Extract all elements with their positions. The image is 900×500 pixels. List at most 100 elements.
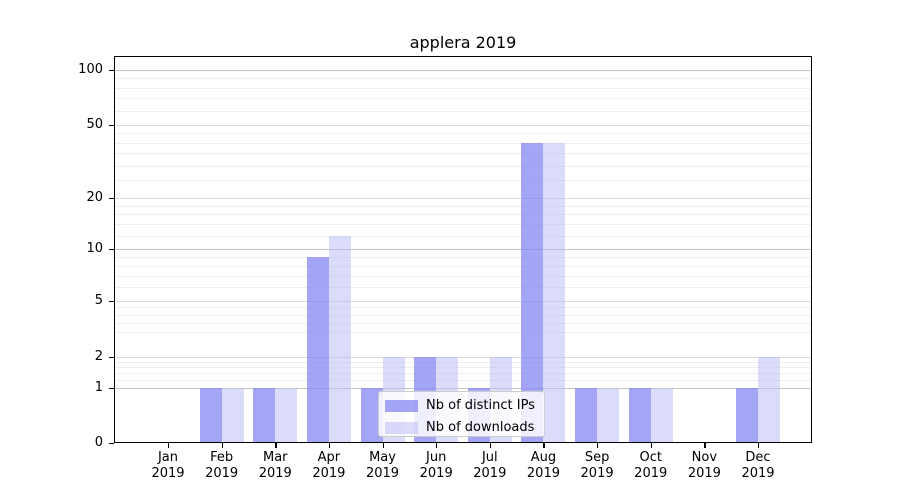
y-tick-label: 100 <box>78 62 103 77</box>
y-tick <box>109 301 114 303</box>
bar-downloads <box>650 388 673 443</box>
x-label-year: 2019 <box>634 466 668 481</box>
x-label-month: Apr <box>317 450 341 465</box>
x-tick <box>650 443 653 448</box>
x-tick <box>168 443 170 448</box>
x-label-month: Jan <box>157 450 179 465</box>
y-tick <box>109 198 114 200</box>
y-tick <box>109 388 114 390</box>
x-label-month: Dec <box>745 450 771 465</box>
x-label-month: Jun <box>426 450 447 465</box>
x-label-year: 2019 <box>205 466 239 481</box>
x-tick <box>436 443 438 448</box>
gridline-minor <box>114 180 812 182</box>
x-label-month: Oct <box>639 450 662 465</box>
bar-distinct-ips <box>199 388 222 443</box>
gridline-minor <box>114 379 812 381</box>
legend: Nb of distinct IPs Nb of downloads <box>378 391 545 437</box>
x-label-year: 2019 <box>419 466 453 481</box>
x-tick-label: May 2019 <box>351 450 415 482</box>
x-tick-label: Oct 2019 <box>619 450 683 482</box>
bar-distinct-ips <box>306 256 329 443</box>
x-label-year: 2019 <box>258 466 292 481</box>
gridline-minor <box>114 133 812 135</box>
y-tick-label: 5 <box>94 293 103 308</box>
gridline-minor <box>114 224 812 226</box>
y-tick <box>109 70 114 72</box>
bar-distinct-ips <box>360 388 383 443</box>
y-tick-label: 20 <box>86 190 103 205</box>
x-label-month: Sep <box>584 450 610 465</box>
gridline-minor <box>114 98 812 100</box>
gridline-major <box>114 388 812 389</box>
x-label-month: Mar <box>263 450 288 465</box>
y-tick <box>109 249 114 251</box>
bar-downloads <box>758 357 780 443</box>
bar-downloads <box>597 388 620 443</box>
x-tick-label: Jun 2019 <box>404 450 468 482</box>
legend-label-distinct-ips: Nb of distinct IPs <box>426 398 535 413</box>
y-tick-label: 1 <box>94 380 103 395</box>
bar-distinct-ips <box>628 388 651 443</box>
x-tick <box>489 443 492 448</box>
y-tick-label: 2 <box>94 349 103 364</box>
bar-downloads <box>221 388 244 443</box>
x-tick <box>328 443 331 448</box>
gridline-minor <box>114 314 812 316</box>
gridline-minor <box>114 332 812 334</box>
x-tick-label: Aug 2019 <box>511 450 575 482</box>
x-label-year: 2019 <box>473 466 507 481</box>
x-tick <box>543 443 545 448</box>
y-tick-label: 50 <box>86 117 103 132</box>
gridline-minor <box>114 87 812 89</box>
x-label-month: Aug <box>530 450 557 465</box>
bar-distinct-ips <box>736 388 758 443</box>
x-tick <box>275 443 277 448</box>
y-tick-label: 10 <box>86 241 103 256</box>
gridline-minor <box>114 372 812 374</box>
gridline-minor <box>114 205 812 207</box>
gridline-minor <box>114 78 812 80</box>
gridline-major <box>114 198 812 199</box>
gridline-major <box>114 125 812 126</box>
x-tick-label: Sep 2019 <box>565 450 629 482</box>
gridline-minor <box>114 142 812 144</box>
bar-distinct-ips <box>575 388 598 443</box>
gridline-minor <box>114 256 812 258</box>
gridline-minor <box>114 110 812 112</box>
gridline-minor <box>114 361 812 363</box>
x-label-month: May <box>369 450 396 465</box>
legend-label-downloads: Nb of downloads <box>426 420 535 435</box>
bar-distinct-ips <box>521 142 544 443</box>
x-tick <box>704 443 706 448</box>
x-label-year: 2019 <box>687 466 721 481</box>
chart-title: applera 2019 <box>409 33 517 52</box>
x-tick <box>597 443 599 448</box>
gridline-minor <box>114 322 812 324</box>
x-label-year: 2019 <box>741 466 775 481</box>
x-label-year: 2019 <box>365 466 400 481</box>
gridline-minor <box>114 153 812 155</box>
bar-downloads <box>543 142 566 443</box>
gridline-minor <box>114 165 812 167</box>
gridline-major <box>114 249 812 250</box>
x-tick-label: Apr 2019 <box>297 450 361 482</box>
bar-downloads <box>275 388 298 443</box>
gridline-minor <box>114 214 812 216</box>
x-label-year: 2019 <box>580 466 614 481</box>
gridline-minor <box>114 275 812 277</box>
x-label-year: 2019 <box>526 466 560 481</box>
gridline-major <box>114 301 812 302</box>
legend-item: Nb of distinct IPs <box>385 396 544 415</box>
x-tick <box>221 443 223 448</box>
x-label-year: 2019 <box>312 466 346 481</box>
x-tick-label: Jan 2019 <box>136 450 200 482</box>
gridline-major <box>114 70 812 71</box>
bar-distinct-ips <box>253 388 276 443</box>
x-tick-label: Nov 2019 <box>672 450 736 482</box>
legend-swatch-downloads <box>385 421 418 434</box>
legend-swatch-distinct-ips <box>385 399 418 412</box>
x-tick <box>382 443 384 448</box>
x-label-month: Jul <box>481 450 498 465</box>
gridline-major <box>114 357 812 358</box>
